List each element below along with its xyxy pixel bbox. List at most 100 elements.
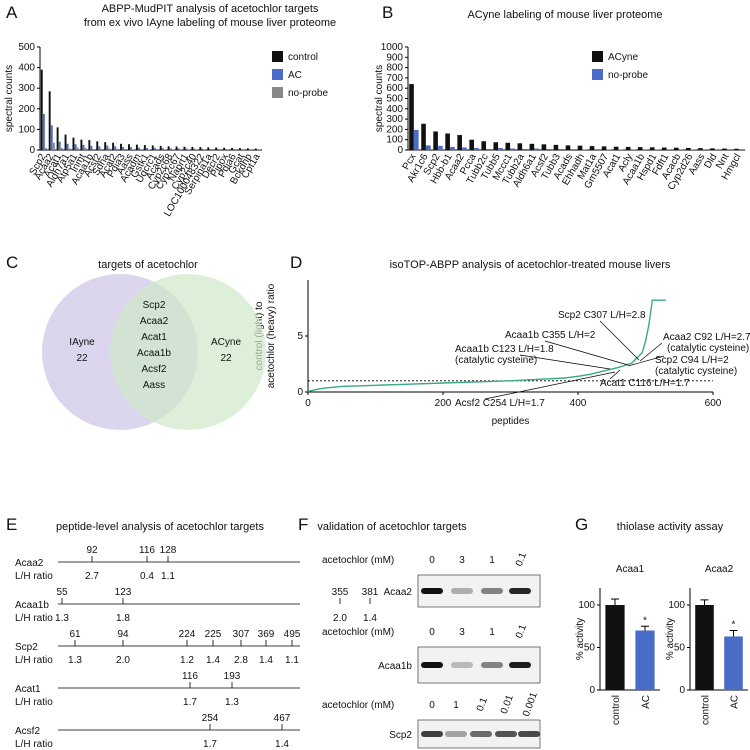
dose-label: 3 (459, 627, 465, 638)
venn-shared: Scp2 (143, 300, 166, 311)
blot-band (445, 731, 467, 737)
site-position: 92 (86, 545, 98, 556)
bar (215, 147, 218, 150)
panel-letter: E (6, 515, 17, 534)
legend-label: ACyne (608, 52, 638, 63)
bar (161, 148, 164, 150)
bar (175, 146, 178, 150)
x-axis-label: peptides (492, 416, 530, 427)
venn-left-name: IAyne (69, 337, 95, 348)
site-ratio: 1.1 (161, 571, 175, 582)
y-tick-label: 800 (386, 63, 403, 74)
bar (577, 145, 583, 150)
annotation-leader (484, 371, 616, 400)
y-axis-label: % activity (575, 618, 586, 660)
blot-band (495, 731, 517, 737)
bar (90, 145, 93, 150)
site-position: 495 (284, 629, 301, 640)
panel-title: targets of acetochlor (98, 259, 198, 271)
annotation-leader (599, 320, 640, 361)
bar (462, 147, 467, 150)
bar (445, 133, 450, 150)
site-position: 94 (117, 629, 129, 640)
bar (177, 148, 180, 150)
bar (589, 146, 595, 150)
panel-title: validation of acetochlor targets (317, 521, 467, 533)
venn-shared: Aass (143, 380, 165, 391)
bar (217, 148, 220, 150)
y-tick-label: 50 (584, 643, 596, 654)
site-position: 123 (115, 587, 132, 598)
bar (724, 636, 743, 690)
y-tick-label: 5 (297, 331, 303, 342)
y-tick-label: 1000 (381, 42, 404, 53)
bar (231, 147, 233, 150)
venn-right-name: ACyne (211, 337, 241, 348)
y-tick-label: 500 (18, 42, 35, 53)
bar (649, 147, 655, 150)
bar (82, 144, 85, 150)
bar (96, 141, 99, 150)
y-tick-label: 0 (679, 685, 685, 696)
x-tick-label: control (701, 695, 712, 725)
bar (486, 148, 491, 150)
chart-title: isoTOP-ABPP analysis of acetochlor-treat… (390, 259, 671, 271)
bar (60, 147, 63, 150)
bar (104, 142, 107, 150)
bar (92, 148, 95, 150)
bar (225, 149, 228, 150)
bar (522, 148, 527, 150)
site-ratio: 2.8 (234, 655, 248, 666)
bar (185, 148, 188, 150)
blot-band (509, 588, 531, 594)
bar (124, 148, 127, 150)
blot-protein: Acaa2 (384, 587, 413, 598)
bar (199, 147, 202, 150)
blot-band (421, 662, 443, 668)
y-axis-label: spectral counts (374, 65, 385, 132)
bar (201, 148, 204, 150)
dose-label: 0 (429, 700, 435, 711)
panel-letter: G (575, 515, 588, 534)
bar (594, 149, 600, 150)
legend-swatch (272, 51, 283, 62)
x-tick-label: 600 (705, 398, 722, 409)
bar (606, 149, 612, 150)
blot-band (481, 588, 503, 594)
legend-label: AC (288, 70, 302, 81)
dose-label: 0.1 (475, 696, 490, 713)
annotation: Acaa1b C355 L/H=2 (505, 330, 596, 341)
site-position: 128 (160, 545, 177, 556)
venn-right (110, 274, 266, 430)
legend-swatch (592, 69, 603, 80)
bar (191, 146, 194, 150)
blot-band (481, 662, 503, 668)
y-tick-label: 400 (386, 104, 403, 115)
bar (618, 149, 624, 150)
bar (710, 148, 715, 150)
site-position: 355 (332, 587, 349, 598)
bar (112, 142, 115, 150)
dose-label: 1 (453, 700, 459, 711)
site-position: 224 (179, 629, 196, 640)
bar (183, 146, 186, 150)
annotation: Acaa2 C92 L/H=2.7 (663, 332, 750, 343)
bar (135, 144, 138, 150)
blot-band (470, 731, 492, 737)
bar (553, 144, 559, 150)
y-tick-label: 100 (18, 124, 35, 135)
panel-title: peptide-level analysis of acetochlor tar… (56, 521, 264, 533)
annotation-leader (627, 355, 665, 367)
y-tick-label: 0 (297, 387, 303, 398)
site-ratio: 1.4 (275, 739, 289, 750)
blot-band (451, 662, 473, 668)
site-ratio: 2.0 (116, 655, 130, 666)
y-axis-label: % activity (665, 618, 676, 660)
site-ratio: 1.8 (116, 613, 130, 624)
bar (169, 148, 172, 150)
bar (565, 145, 571, 150)
site-ratio: 1.4 (206, 655, 220, 666)
bar (450, 146, 455, 150)
site-position: 307 (233, 629, 250, 640)
